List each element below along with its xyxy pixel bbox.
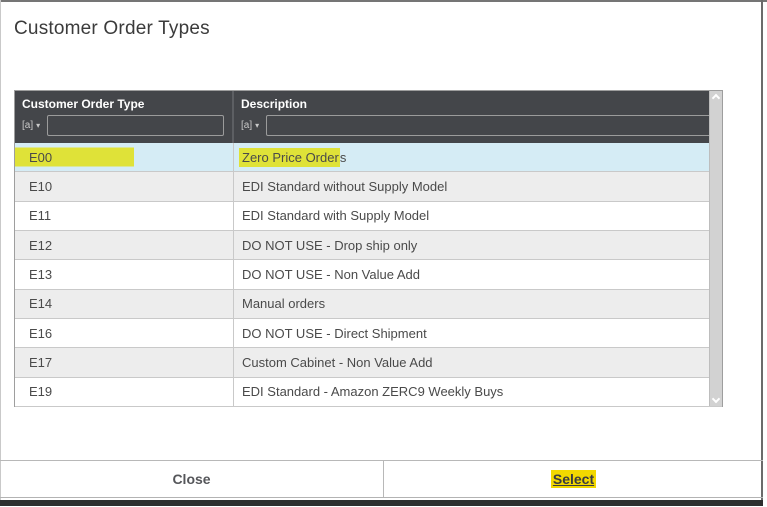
dialog-top-border [0,0,767,2]
table-row-E12[interactable]: E12 DO NOT USE - Drop ship only [15,230,722,261]
table-row-E00[interactable]: E00 Zero Price Orders [15,143,722,173]
order-type-cell: E16 [15,318,234,348]
annotation-highlight [15,147,134,167]
dialog-bottom-line [0,497,763,498]
description-cell: EDI Standard without Supply Model [242,178,448,194]
table-body: E00 Zero Price Orders E10 EDI Standard with… [15,143,722,407]
select-button-label: Select [550,470,597,488]
scroll-down-icon[interactable] [711,394,721,404]
chevron-down-icon: ▾ [36,121,41,130]
order-type-cell: E14 [15,289,234,318]
close-button[interactable]: Close [172,471,211,487]
table-row-E13[interactable]: E13 DO NOT USE - Non Value Add [15,260,722,290]
column-label-description: Description [241,97,308,111]
column-label-customer-order-type: Customer Order Type [22,97,145,111]
dialog-left-border [0,0,1,500]
dialog-bottom-border [0,500,763,506]
filter-input-customer-order-type[interactable] [47,115,224,136]
order-type-cell: E11 [15,201,234,230]
select-button[interactable]: Select [384,461,763,497]
table-row-E17[interactable]: E17 Custom Cabinet - Non Value Add [15,348,722,378]
table-header: Customer Order Type [a] ▾ Description [a… [15,91,722,143]
order-type-cell: E12 [15,230,234,260]
table-row-E14[interactable]: E14 Manual orders [15,289,722,319]
table-row-E10[interactable]: E10 EDI Standard without Supply Model [15,172,722,202]
footer-button-divider [383,461,384,497]
column-header-customer-order-type: Customer Order Type [a] ▾ [15,91,234,143]
description-cell: Custom Cabinet - Non Value Add [242,354,433,370]
order-types-table: Customer Order Type [a] ▾ Description [a… [14,90,723,407]
footer-divider [0,460,763,461]
description-cell: EDI Standard with Supply Model [242,208,430,224]
order-type-cell: E13 [15,260,234,289]
order-type-cell: E17 [15,348,234,377]
description-cell: Zero Price Orders [234,143,722,171]
filter-input-description[interactable] [266,115,714,136]
order-type-cell: E19 [15,377,234,406]
order-type-cell: E00 [15,143,234,172]
chevron-down-icon: ▾ [255,121,260,130]
description-cell: DO NOT USE - Non Value Add [242,266,420,282]
column-header-description: Description [a] ▾ [234,91,722,143]
description-cell: Manual orders [242,296,326,312]
dialog-title: Customer Order Types [14,18,210,39]
table-row-E16[interactable]: E16 DO NOT USE - Direct Shipment [15,318,722,349]
filter-type-dropdown[interactable]: [a] ▾ [241,120,259,131]
table-row-E19[interactable]: E19 EDI Standard - Amazon ZERC9 Weekly Bu… [15,377,722,407]
filter-contains-icon: [a] [241,120,253,131]
dialog-right-border [761,0,763,500]
description-cell: DO NOT USE - Direct Shipment [242,325,427,341]
filter-contains-icon: [a] [22,120,34,131]
order-type-cell: E10 [15,172,234,201]
scroll-up-icon[interactable] [711,93,721,103]
table-row-E11[interactable]: E11 EDI Standard with Supply Model [15,201,722,231]
description-cell: DO NOT USE - Drop ship only [242,237,418,253]
description-cell: EDI Standard - Amazon ZERC9 Weekly Buys [242,384,504,400]
annotation-highlight: Zero Price Order [239,147,340,167]
filter-type-dropdown[interactable]: [a] ▾ [22,120,40,131]
vertical-scrollbar[interactable] [709,91,722,406]
